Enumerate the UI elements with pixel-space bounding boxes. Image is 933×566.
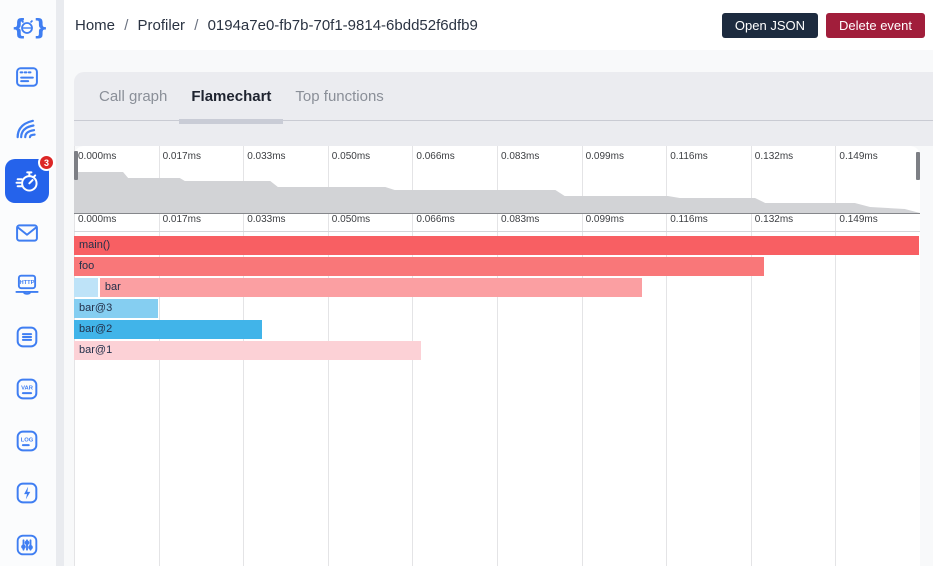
flame-frame-foo[interactable]: foo [74,257,766,276]
minimap-divider [74,213,920,214]
content-area: Call graph Flamechart Top functions 0.00… [64,50,933,566]
tick-label: 0.033ms [247,214,286,225]
sidebar-item-sliders[interactable] [5,523,49,566]
ruler-border [74,231,920,232]
gridline [581,146,583,566]
tick-label: 0.116ms [670,214,708,225]
flame-frame-bar[interactable]: bar [99,278,643,297]
svg-text:VAR: VAR [21,386,34,392]
tick-label: 0.083ms [501,214,540,225]
flamechart-minimap[interactable] [74,170,920,213]
tick-label: 0.149ms [839,151,878,162]
flame-frame-bar@2[interactable]: bar@2 [74,320,263,339]
sidebar-scrollbar-gutter[interactable] [56,0,64,566]
tick-label: 0.066ms [416,151,455,162]
breadcrumb-profiler[interactable]: Profiler [137,16,186,34]
sidebar-item-log[interactable]: LOG [5,419,49,463]
header-buttons: Open JSON Delete event [721,12,925,38]
timeline-ruler-bottom: 0.000ms 0.017ms 0.033ms 0.050ms 0.066ms 0.083… [74,214,920,230]
minimap-silhouette [74,172,920,213]
viewport-handle-right[interactable] [916,152,920,180]
tick-label: 0.116ms [670,151,708,162]
tick-label: 0.132ms [754,151,794,162]
logs-icon: LOG [16,430,38,452]
tab-bar: Call graph Flamechart Top functions [74,72,933,146]
var-dump-icon: VAR [16,378,38,400]
tab-top-functions[interactable]: Top functions [295,87,384,105]
gridline [750,146,752,566]
tick-label: 0.017ms [162,214,201,225]
app-window-icon [16,67,38,87]
flame-rows: main() foo bar bar@3 bar@2 bar@1 [74,236,920,362]
breadcrumb-separator: / [124,16,129,34]
header: Home / Profiler / 0194a7e0-fb7b-70f1-981… [64,0,933,50]
tick-label: 0.050ms [331,214,371,225]
logo-icon: { } [11,16,47,41]
active-tab-underline [179,118,284,124]
stopwatch-icon [15,171,38,192]
breadcrumb-home[interactable]: Home [75,16,116,34]
minimap-polygon [74,172,920,213]
profiler-badge: 3 [38,154,55,171]
sidebar: { } [0,0,64,566]
tab-flamechart[interactable]: Flamechart [179,72,284,124]
gridline [497,146,498,566]
tick-label: 0.083ms [501,151,540,162]
sidebar-item-bolt[interactable] [5,471,49,515]
sidebar-item-logo[interactable]: { } [5,5,49,49]
breadcrumb-event-id: 0194a7e0-fb7b-70f1-9814-6bdd52f6dfb9 [207,16,478,34]
svg-text:LOG: LOG [21,438,34,444]
sidebar-item-app-window[interactable] [5,55,49,99]
waves-icon [16,119,36,139]
sidebar-item-waves[interactable] [5,107,49,151]
flamechart-panel: 0.000ms 0.017ms 0.033ms 0.050ms 0.066ms 0.083… [74,146,920,566]
breadcrumb-separator: / [194,16,199,34]
sidebar-item-var[interactable]: VAR [5,367,49,411]
gridline [666,146,668,566]
http-laptop-icon: HTTP [15,274,39,295]
open-json-button[interactable]: Open JSON [721,12,818,38]
flame-frame-main()[interactable]: main() [74,236,920,255]
flame-frame-unnamed[interactable] [74,278,99,297]
flame-frame-bar@3[interactable]: bar@3 [74,299,160,318]
flame-row-depth-1: foo [74,257,920,276]
delete-event-button[interactable]: Delete event [826,12,925,38]
tick-label: 0.000ms [78,214,117,225]
mail-icon [16,224,38,242]
sidebar-item-http[interactable]: HTTP [5,263,49,307]
flame-row-depth-5: bar@1 [74,341,920,360]
svg-text:}: } [33,16,47,41]
bolt-icon [16,482,38,504]
breadcrumb: Home / Profiler / 0194a7e0-fb7b-70f1-981… [75,17,478,34]
gridline [835,146,837,566]
tick-label: 0.066ms [416,214,455,225]
sidebar-item-list[interactable] [5,315,49,359]
tab-call-graph[interactable]: Call graph [99,87,168,105]
tick-label: 0.017ms [162,151,201,162]
sliders-icon [16,534,38,556]
tick-label: 0.149ms [839,214,878,225]
flame-row-depth-3: bar@3 [74,299,920,318]
tick-label: 0.099ms [585,214,624,225]
sidebar-item-profiler[interactable]: 3 [5,154,55,203]
flame-frame-bar@1[interactable]: bar@1 [74,341,422,360]
tick-label: 0.099ms [585,151,624,162]
tick-label: 0.000ms [78,151,117,162]
tick-label: 0.132ms [754,214,794,225]
flame-row-depth-0: main() [74,236,920,255]
timeline-ruler-top: 0.000ms 0.017ms 0.033ms 0.050ms 0.066ms 0.083… [74,151,920,167]
viewport-handle-left[interactable] [74,151,78,180]
sidebar-item-mail[interactable] [5,211,49,255]
list-icon [16,326,38,348]
tick-label: 0.050ms [331,151,371,162]
flame-row-depth-2: bar [74,278,920,297]
flame-row-depth-4: bar@2 [74,320,920,339]
svg-text:HTTP: HTTP [19,280,34,286]
tick-label: 0.033ms [247,151,286,162]
